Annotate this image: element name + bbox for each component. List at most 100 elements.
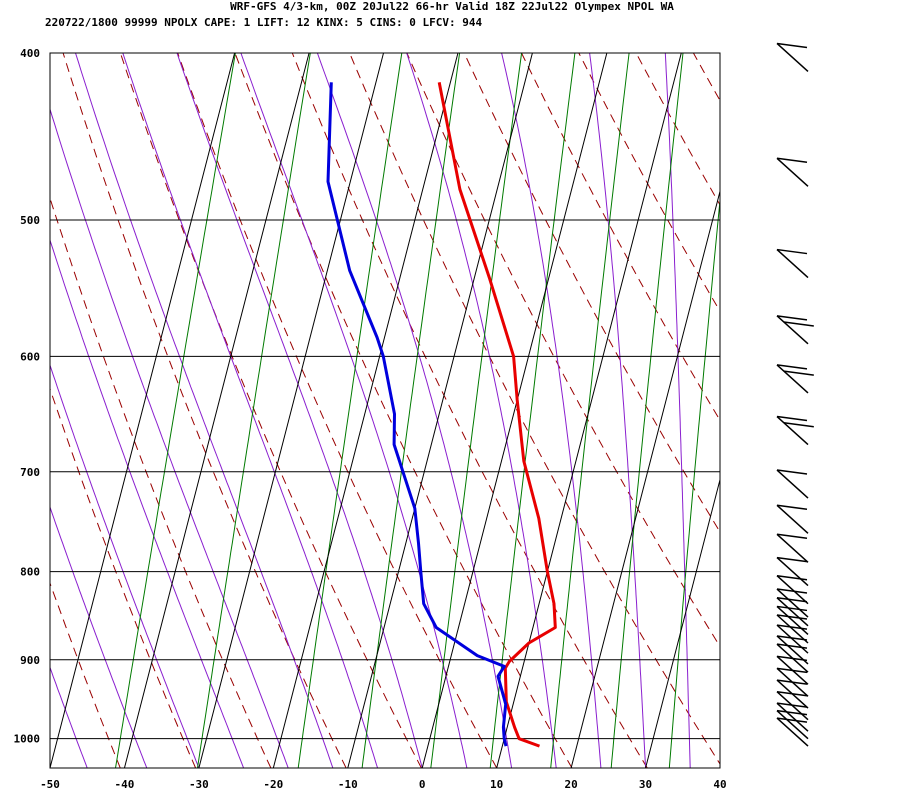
barb-flag [776, 655, 808, 662]
barb-flag [776, 667, 808, 674]
wind-barb [776, 42, 809, 73]
barb-flag [783, 421, 814, 428]
dry-adiabat [808, 53, 900, 768]
dry-adiabat [406, 53, 720, 648]
barb-staff [776, 364, 809, 394]
barb-flag [776, 364, 808, 370]
mixing-ratio-line [489, 53, 576, 768]
temperature-tick-label: -40 [115, 778, 135, 791]
moist-adiabat [664, 53, 691, 768]
temperature-profile [437, 82, 557, 748]
barb-flag [783, 370, 814, 376]
barb-staff [776, 702, 809, 732]
temperature-tick-label: -10 [338, 778, 358, 791]
pressure-tick-label: 1000 [14, 733, 41, 746]
isotherm [49, 52, 236, 769]
barb-staff [776, 614, 809, 644]
barb-flag [776, 643, 808, 649]
mixing-ratio-line [361, 53, 461, 768]
temperature-tick-label: 10 [490, 778, 503, 791]
moist-adiabat [50, 363, 200, 768]
barb-staff [776, 415, 809, 446]
barb-staff [776, 624, 809, 654]
dry-adiabat [291, 53, 648, 768]
dry-adiabat [578, 53, 720, 313]
barb-staff [776, 42, 809, 73]
wind-barb [776, 364, 814, 394]
temperature-axis: -50 -40 -30 -20 -10 0 10 20 30 40 [40, 778, 727, 791]
wind-barb [776, 248, 809, 279]
barb-flag [776, 556, 808, 563]
moist-adiabat [75, 53, 334, 768]
barb-flag [776, 624, 808, 630]
isotherm [496, 52, 682, 769]
moist-adiabat [50, 107, 289, 768]
moist-adiabat [122, 53, 379, 768]
dry-adiabat [635, 53, 720, 206]
moist-adiabat [589, 53, 647, 768]
barb-staff [776, 469, 809, 499]
barb-staff [776, 717, 809, 747]
isotherm [123, 52, 310, 769]
barb-flag [783, 321, 814, 327]
barb-flag [776, 605, 808, 612]
pressure-tick-label: 900 [20, 654, 40, 667]
barb-flag [776, 614, 808, 620]
barb-flag [776, 533, 808, 540]
barb-flag [776, 690, 808, 697]
isotherm [198, 52, 384, 769]
wind-barbs [776, 42, 814, 747]
temperature-tick-label: 40 [713, 778, 726, 791]
barb-staff [776, 597, 809, 627]
mixing-ratio-line [430, 53, 523, 768]
barb-flag [776, 469, 808, 475]
moist-adiabat [501, 53, 602, 768]
wind-barb [776, 574, 809, 605]
dry-adiabat [62, 53, 347, 768]
pressure-tick-label: 600 [20, 350, 40, 363]
thermo-background [50, 53, 900, 768]
barb-flag [776, 415, 808, 422]
wind-barb [776, 597, 809, 627]
barb-staff [776, 575, 809, 605]
dry-adiabat [177, 53, 498, 768]
mixing-ratio-line [668, 195, 720, 768]
isotherm [570, 191, 721, 769]
pressure-tick-label: 700 [20, 466, 40, 479]
pressure-axis: 400 500 600 700 800 900 1000 [14, 47, 41, 746]
wind-barb [776, 588, 809, 618]
mixing-ratio-line [610, 53, 684, 768]
barb-staff [776, 605, 809, 635]
moist-adiabat [50, 505, 148, 768]
plot-frame [49, 52, 721, 769]
dry-adiabat [751, 53, 900, 768]
dry-adiabat [119, 53, 422, 768]
dewpoint-profile [326, 82, 508, 747]
barb-flag [776, 709, 808, 716]
temperature-tick-label: -20 [263, 778, 283, 791]
moist-adiabat [50, 238, 245, 768]
wind-barb [776, 415, 814, 446]
temperature-tick-label: 30 [639, 778, 652, 791]
moist-adiabat [316, 53, 513, 768]
barb-flag [776, 635, 808, 641]
wind-barb [776, 157, 809, 187]
moist-adiabat [50, 666, 88, 768]
wind-barb [776, 624, 809, 654]
barb-staff [776, 533, 809, 563]
dry-adiabat [234, 53, 573, 768]
profiles [326, 82, 557, 748]
wind-barb [776, 605, 809, 635]
pressure-tick-label: 500 [20, 214, 40, 227]
barb-flag [776, 315, 808, 321]
grid [49, 52, 721, 769]
barb-flag [776, 574, 808, 581]
moist-adiabat [406, 53, 557, 768]
moist-adiabat [240, 53, 468, 768]
isotherm [421, 52, 608, 769]
moist-adiabat [731, 53, 735, 768]
dry-adiabat [521, 53, 720, 422]
wind-barb [776, 556, 809, 587]
barb-flag [776, 42, 808, 49]
wind-barb [776, 614, 809, 644]
